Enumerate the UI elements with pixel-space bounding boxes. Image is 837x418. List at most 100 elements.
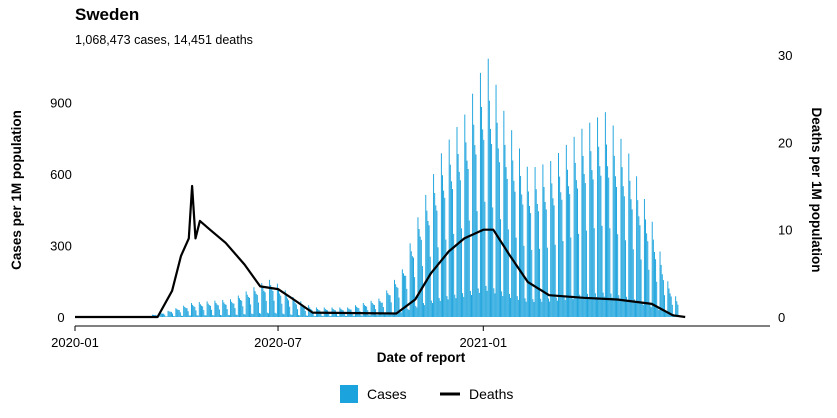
cases-bar — [284, 290, 286, 317]
cases-bar — [205, 315, 207, 317]
cases-bar — [550, 161, 552, 317]
cases-bar — [292, 296, 294, 317]
cases-bar — [293, 300, 295, 317]
cases-bar — [240, 300, 242, 317]
cases-bar — [487, 58, 489, 317]
x-axis-label: Date of report — [377, 350, 466, 365]
y-right-tick-label: 20 — [778, 135, 792, 150]
cases-bar — [376, 314, 378, 317]
cases-bar — [488, 100, 490, 317]
cases-bar — [182, 315, 184, 317]
cases-bar — [661, 274, 663, 317]
cases-bar — [579, 294, 581, 317]
cases-bars — [143, 58, 679, 318]
cases-bar — [452, 189, 454, 317]
cases-bar — [630, 199, 632, 317]
cases-bar — [328, 312, 330, 317]
cases-bar — [415, 305, 417, 317]
cases-bar — [291, 314, 293, 317]
cases-bar — [457, 154, 459, 317]
cases-bar — [225, 304, 227, 317]
cases-bar — [454, 294, 456, 317]
cases-bar — [265, 300, 267, 317]
cases-bar — [597, 117, 599, 318]
cases-bar — [242, 306, 244, 317]
cases-bar — [600, 175, 602, 317]
cases-bar — [541, 301, 543, 317]
cases-bar — [604, 112, 606, 317]
cases-bar — [471, 294, 472, 317]
cases-bar — [436, 210, 438, 317]
cases-bar — [384, 314, 385, 317]
cases-bar — [294, 303, 296, 317]
cases-bar — [671, 304, 673, 317]
cases-bar — [282, 313, 284, 317]
cases-bar — [221, 315, 223, 317]
cases-bar — [420, 239, 422, 317]
cases-bar — [397, 287, 399, 317]
cases-bar — [472, 93, 474, 317]
cases-bar — [546, 247, 548, 317]
cases-bar — [534, 167, 536, 317]
y-left-tick-label: 600 — [50, 167, 72, 182]
cases-bar — [675, 296, 677, 317]
cases-bar — [507, 229, 509, 317]
cases-bar — [609, 228, 611, 317]
cases-bar — [214, 300, 216, 317]
cases-bar — [535, 189, 537, 317]
cases-bar — [467, 169, 469, 317]
cases-bar — [479, 72, 481, 317]
cases-bar — [424, 305, 426, 317]
cases-bar — [413, 257, 414, 317]
cases-bar — [522, 204, 524, 317]
cases-bar — [486, 290, 488, 317]
cases-bar — [561, 199, 563, 317]
cases-bar — [566, 169, 568, 317]
cases-bar — [642, 304, 644, 317]
cases-bar — [382, 307, 384, 317]
cases-bar — [613, 155, 615, 317]
cases-bar — [437, 247, 439, 317]
y-left-tick-label: 0 — [57, 310, 64, 325]
cases-bar — [330, 316, 332, 317]
cases-bar — [418, 229, 420, 317]
cases-bar — [398, 297, 400, 317]
cases-bar — [466, 160, 468, 317]
cases-bar — [510, 298, 512, 317]
cases-bar — [370, 300, 372, 317]
cases-bar — [304, 310, 306, 317]
cases-bar — [259, 313, 261, 317]
cases-bar — [573, 136, 575, 317]
cases-bar — [593, 228, 595, 317]
cases-bar — [275, 313, 277, 317]
cases-bar — [641, 302, 643, 317]
cases-bar — [162, 313, 163, 317]
cases-bar — [353, 315, 355, 317]
cases-bar — [562, 241, 564, 317]
cases-bar — [651, 221, 653, 317]
cases-bar — [355, 305, 356, 317]
cases-bar — [405, 275, 407, 317]
chart-subtitle: 1,068,473 cases, 14,451 deaths — [75, 33, 253, 47]
cases-bar — [474, 145, 476, 317]
cases-bar — [493, 288, 495, 317]
cases-bar — [610, 293, 612, 317]
cases-bar — [289, 306, 291, 317]
cases-bar — [343, 312, 345, 317]
cases-bar — [524, 298, 526, 317]
cases-bar — [505, 167, 507, 317]
cases-bar — [286, 298, 288, 317]
cases-bar — [369, 315, 371, 317]
y-right-axis-label: Deaths per 1M population — [809, 107, 824, 272]
cases-bar — [305, 315, 307, 317]
cases-bar — [533, 302, 535, 317]
cases-bar — [288, 300, 290, 317]
cases-bar — [216, 304, 218, 317]
cases-bar — [267, 313, 269, 317]
cases-bar — [577, 188, 578, 317]
cases-bar — [266, 312, 268, 317]
cases-bar — [622, 186, 624, 317]
cases-bar — [433, 174, 435, 317]
cases-bar — [232, 303, 234, 317]
cases-bar — [496, 122, 498, 318]
